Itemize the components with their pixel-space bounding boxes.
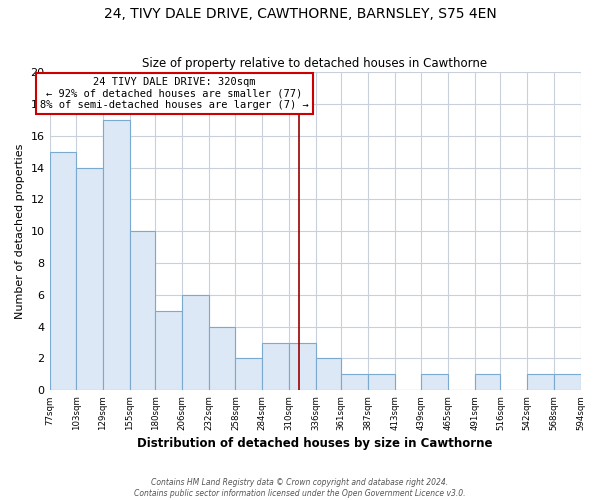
Bar bbox=[182, 295, 209, 390]
Bar bbox=[421, 374, 448, 390]
Bar bbox=[475, 374, 500, 390]
Bar bbox=[316, 358, 341, 390]
Bar bbox=[209, 326, 235, 390]
Bar bbox=[262, 342, 289, 390]
X-axis label: Distribution of detached houses by size in Cawthorne: Distribution of detached houses by size … bbox=[137, 437, 493, 450]
Y-axis label: Number of detached properties: Number of detached properties bbox=[15, 144, 25, 319]
Bar bbox=[368, 374, 395, 390]
Bar bbox=[554, 374, 581, 390]
Bar bbox=[289, 342, 316, 390]
Text: Contains HM Land Registry data © Crown copyright and database right 2024.
Contai: Contains HM Land Registry data © Crown c… bbox=[134, 478, 466, 498]
Bar bbox=[155, 311, 182, 390]
Text: 24, TIVY DALE DRIVE, CAWTHORNE, BARNSLEY, S75 4EN: 24, TIVY DALE DRIVE, CAWTHORNE, BARNSLEY… bbox=[104, 8, 496, 22]
Bar bbox=[341, 374, 368, 390]
Title: Size of property relative to detached houses in Cawthorne: Size of property relative to detached ho… bbox=[142, 56, 488, 70]
Bar bbox=[50, 152, 76, 390]
Bar bbox=[235, 358, 262, 390]
Text: 24 TIVY DALE DRIVE: 320sqm
← 92% of detached houses are smaller (77)
8% of semi-: 24 TIVY DALE DRIVE: 320sqm ← 92% of deta… bbox=[40, 77, 308, 110]
Bar bbox=[76, 168, 103, 390]
Bar bbox=[103, 120, 130, 390]
Bar bbox=[527, 374, 554, 390]
Bar bbox=[130, 231, 155, 390]
